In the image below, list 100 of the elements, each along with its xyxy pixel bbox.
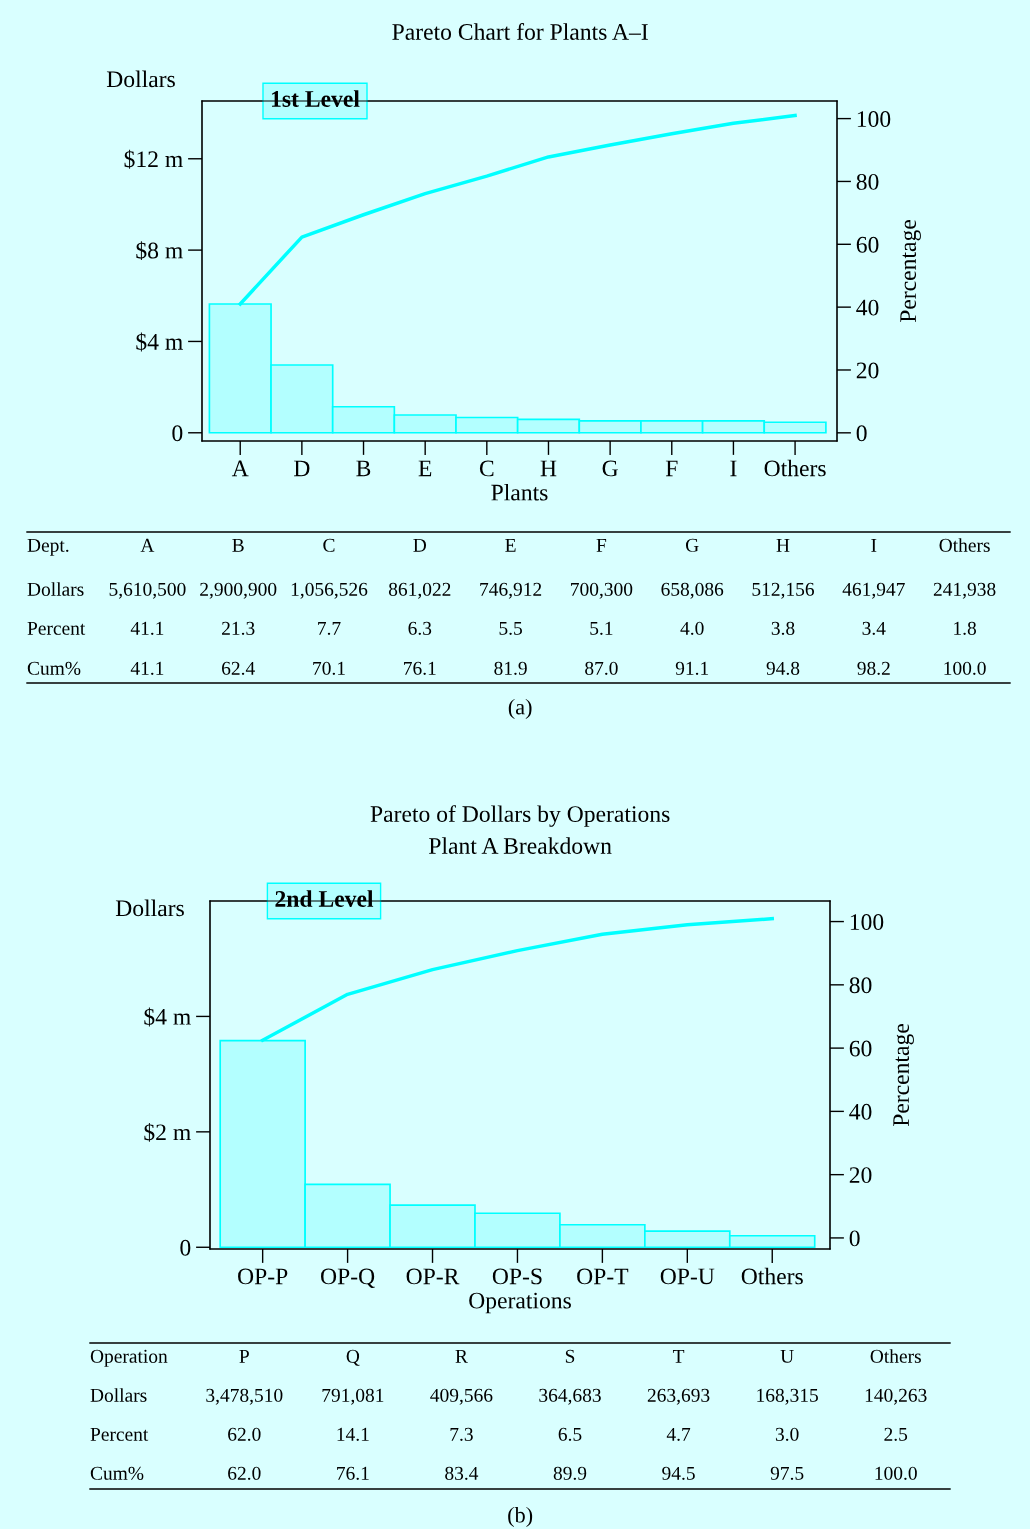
- text: 3.4: [862, 621, 886, 635]
- text: 461,947: [842, 582, 905, 599]
- text: (b): [508, 1506, 533, 1528]
- text: Dept.: [27, 538, 69, 556]
- x-tick-label: A: [231, 460, 249, 477]
- text: 2.5: [884, 1427, 908, 1441]
- y-tick-label: $4 m: [136, 332, 183, 352]
- y-tick-label: $12 m: [124, 149, 183, 169]
- x-tick-label: C: [479, 460, 494, 477]
- x-tick-label: B: [356, 460, 371, 477]
- chart-title: Pareto of Dollars by Operations: [370, 805, 670, 827]
- text: 658,086: [661, 582, 724, 599]
- y-axis-title: Dollars: [106, 70, 175, 88]
- y-tick-label: 0: [180, 1239, 191, 1256]
- text: Q: [346, 1349, 360, 1366]
- text: Percent: [90, 1427, 149, 1441]
- text: 76.1: [404, 661, 436, 675]
- y-axis-title: Dollars: [115, 899, 184, 917]
- text: I: [871, 538, 877, 552]
- text: 21.3: [222, 621, 255, 635]
- x-tick-label: I: [730, 460, 737, 477]
- x-tick-label: H: [540, 460, 557, 477]
- y2-tick-label: 20: [856, 362, 879, 379]
- text: 94.5: [662, 1466, 695, 1480]
- text: (a): [508, 698, 532, 720]
- text: 41.1: [130, 661, 164, 675]
- text: 91.1: [675, 661, 709, 675]
- text: 100.0: [875, 1466, 917, 1480]
- x-tick-label: OP-S: [492, 1268, 542, 1285]
- y2-tick-label: 20: [849, 1167, 872, 1184]
- text: 70.1: [313, 661, 345, 675]
- x-tick-label: OP-P: [238, 1268, 288, 1285]
- text: H: [776, 538, 790, 552]
- text: Cum%: [90, 1466, 144, 1480]
- x-tick-label: F: [665, 460, 678, 477]
- x-tick-label: E: [418, 460, 432, 477]
- x-tick-label: Others: [764, 459, 826, 477]
- text: 7.3: [450, 1427, 473, 1441]
- y2-axis-title: Percentage: [893, 1024, 914, 1127]
- x-tick-label: OP-U: [660, 1268, 715, 1285]
- chart-subtitle: Plant A Breakdown: [429, 837, 612, 854]
- text: 3,478,510: [206, 1388, 283, 1405]
- text: 5,610,500: [109, 582, 186, 599]
- y2-tick-label: 100: [850, 914, 884, 930]
- text: 4.7: [666, 1427, 691, 1441]
- text: 81.9: [494, 661, 527, 675]
- text: A: [140, 538, 155, 552]
- text: 168,315: [757, 1388, 818, 1405]
- text: 6.5: [558, 1427, 582, 1441]
- text: B: [232, 538, 244, 552]
- text: 6.3: [408, 621, 432, 635]
- text: Others: [939, 538, 990, 552]
- text: 7.7: [318, 621, 341, 635]
- x-tick-label: Others: [741, 1267, 803, 1285]
- text: P: [239, 1349, 249, 1363]
- y2-tick-label: 60: [849, 1040, 872, 1057]
- y2-tick-label: 40: [856, 299, 879, 316]
- text: 94.8: [766, 661, 800, 675]
- y2-tick-label: 80: [849, 977, 872, 994]
- text: Cum%: [27, 661, 81, 675]
- x-tick-label: D: [294, 460, 310, 477]
- text: 241,938: [933, 582, 996, 599]
- text: Percent: [27, 621, 86, 635]
- y2-tick-label: 80: [856, 173, 879, 190]
- x-tick-label: G: [602, 460, 618, 477]
- annotation: 2nd Level: [275, 890, 374, 907]
- text: 791,081: [322, 1388, 384, 1405]
- text: R: [455, 1349, 468, 1363]
- text: 700,300: [571, 582, 633, 599]
- y2-tick-label: 60: [856, 236, 879, 253]
- text: 89.9: [553, 1466, 587, 1480]
- text: 83.4: [445, 1466, 479, 1480]
- text: 409,566: [430, 1388, 493, 1405]
- text: 87.0: [585, 661, 618, 675]
- y2-tick-label: 0: [856, 425, 867, 442]
- text: Operation: [90, 1349, 168, 1367]
- text: E: [505, 538, 516, 552]
- text: Dollars: [27, 582, 84, 596]
- x-tick-label: OP-T: [577, 1268, 629, 1285]
- text: 76.1: [337, 1466, 369, 1480]
- text: D: [413, 538, 427, 552]
- text: 62.0: [228, 1427, 261, 1441]
- y2-tick-label: 0: [849, 1230, 860, 1247]
- text: T: [672, 1349, 685, 1363]
- text: 140,263: [865, 1388, 927, 1405]
- text: G: [685, 538, 699, 552]
- text: 5.1: [590, 621, 613, 635]
- text: Dollars: [90, 1388, 147, 1402]
- text: 62.0: [228, 1466, 261, 1480]
- text: 4.0: [680, 621, 704, 635]
- x-axis-title: Operations: [469, 1292, 571, 1314]
- text: 62.4: [222, 661, 255, 675]
- y2-axis-title: Percentage: [900, 220, 921, 323]
- text: Others: [870, 1349, 921, 1363]
- text: 100.0: [944, 661, 986, 675]
- text: 3.0: [775, 1427, 799, 1441]
- text: S: [565, 1349, 575, 1363]
- text: 97.5: [770, 1466, 804, 1480]
- text: U: [780, 1349, 794, 1363]
- text: 3.8: [771, 621, 795, 635]
